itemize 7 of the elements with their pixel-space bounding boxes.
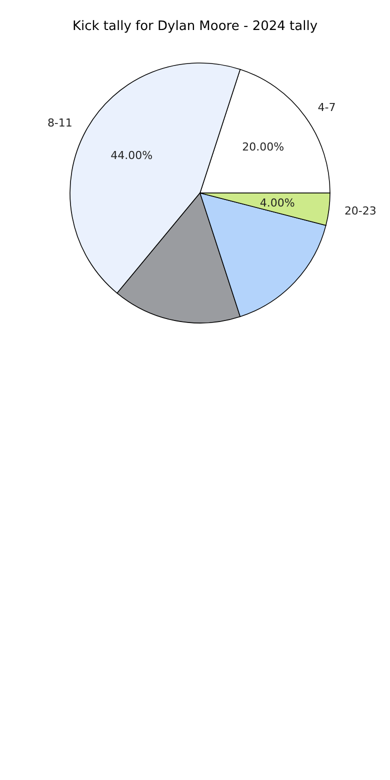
data-label: 4.00% <box>260 196 295 210</box>
slice-label: 20-23 <box>344 204 376 218</box>
data-label: 44.00% <box>110 148 153 162</box>
slice-label: 4-7 <box>318 100 336 114</box>
data-label: 20.00% <box>242 140 284 154</box>
slice-label: 8-11 <box>47 116 72 130</box>
chart-title: Kick tally for Dylan Moore - 2024 tally <box>72 19 318 34</box>
